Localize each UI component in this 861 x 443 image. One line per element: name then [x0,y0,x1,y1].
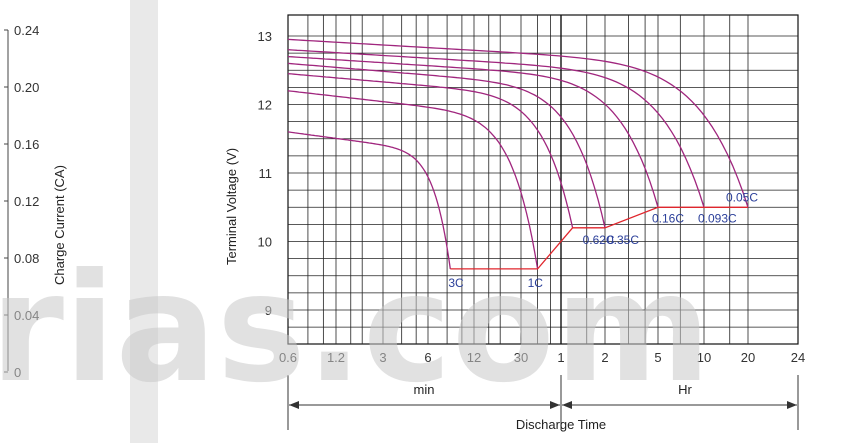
cutoff-voltage-line [450,206,748,270]
watermark: rias.com [0,242,711,416]
left-y-axis-label: Charge Current (CA) [52,165,67,285]
left-tick-label: 0.08 [14,251,39,266]
curve-0.62C [287,73,574,228]
left-y-ticks: 0.24 0.20 0.16 0.12 0.08 0.04 0 [4,23,39,380]
x-tick-label: 6 [424,350,431,365]
curve-label-0.093C: 0.093C [698,211,737,225]
x-tick-label: 1.2 [327,350,345,365]
curve-label-3C: 3C [448,276,464,290]
y-tick-labels: 13 12 11 10 9 [258,29,272,318]
x-tick-label: 24 [791,350,805,365]
y-tick-label: 13 [258,29,272,44]
left-tick-label: 0.24 [14,23,39,38]
left-chart-panel [0,0,130,443]
x-tick-label: 0.6 [279,350,297,365]
y-tick-label: 9 [265,303,272,318]
x-tick-label: 12 [467,350,481,365]
discharge-curves [287,38,749,270]
y-tick-label: 12 [258,98,272,113]
left-tick-label: 0.12 [14,194,39,209]
main-chart-panel [158,0,861,443]
y-axis-label: Terminal Voltage (V) [224,148,239,265]
left-tick-label: 0.16 [14,137,39,152]
left-tick-label: 0.04 [14,308,39,323]
x-axis-label: Discharge Time [516,417,606,432]
x-tick-label: 30 [514,350,528,365]
left-tick-label: 0.20 [14,80,39,95]
curve-0.093C [287,49,705,208]
x-tick-labels: 0.6 1.2 3 6 12 30 1 2 5 10 20 24 [279,350,805,365]
curve-0.05C [287,38,749,208]
curve-label-1C: 1C [528,276,544,290]
hr-range-label: Hr [678,382,692,397]
x-tick-label: 2 [601,350,608,365]
left-tick-label: 0 [14,365,21,380]
curve-3C [287,131,451,269]
curve-label-0.62C: 0.62C [583,233,615,247]
curve-1C [287,90,539,270]
x-tick-label: 3 [379,350,386,365]
curve-label-0.05C: 0.05C [726,190,758,204]
curve-label-0.35C: 0.35C [607,233,639,247]
min-range-label: min [414,382,435,397]
x-tick-label: 20 [741,350,755,365]
x-tick-label: 1 [557,350,564,365]
y-tick-label: 11 [259,166,273,181]
y-tick-label: 10 [258,235,272,250]
x-tick-label: 10 [697,350,711,365]
curve-0.16C [287,55,659,208]
x-tick-label: 5 [654,350,661,365]
curve-0.35C [287,62,606,228]
time-range-brackets [287,375,799,430]
plot-frame [287,14,799,345]
curve-label-0.16C: 0.16C [652,211,684,225]
